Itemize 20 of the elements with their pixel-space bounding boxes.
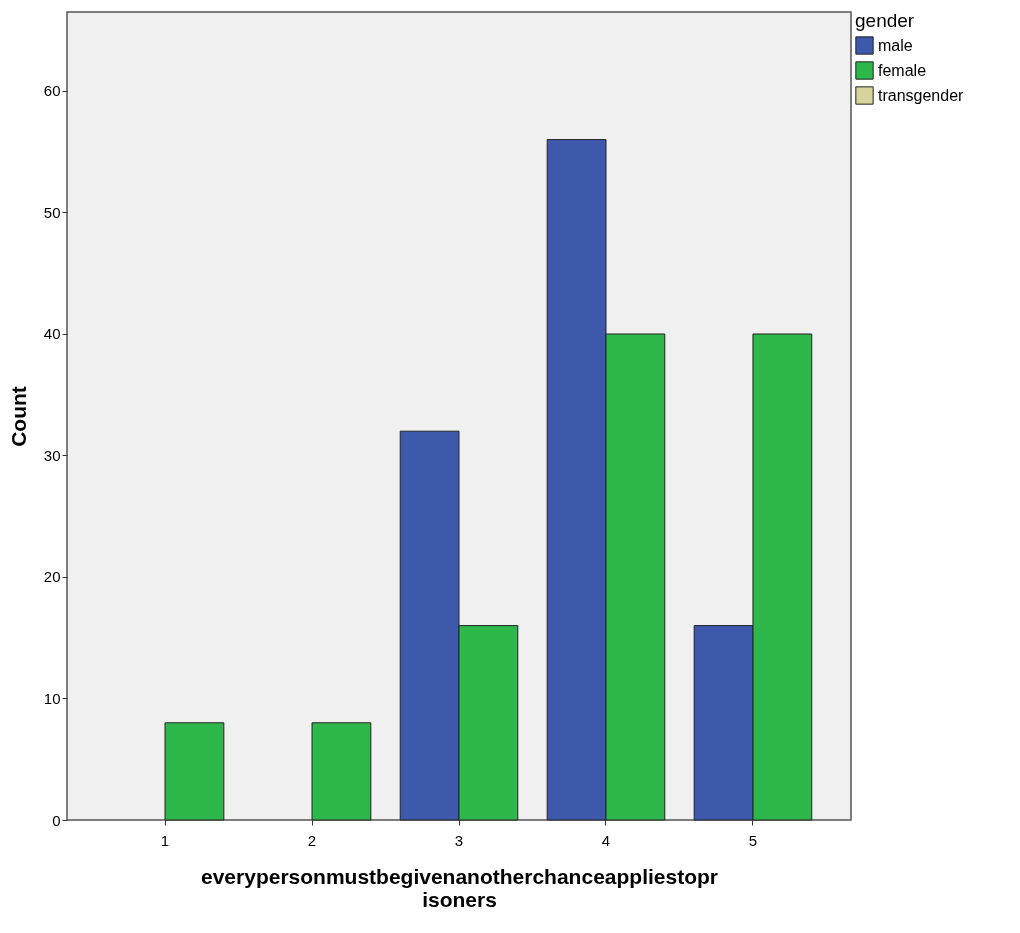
x-tick-label: 5 <box>748 831 758 849</box>
x-tick-label: 3 <box>454 831 464 849</box>
legend-title: gender <box>855 10 915 31</box>
y-tick-label: 0 <box>52 811 61 829</box>
x-axis-title: everypersonmustbegivenanotherchanceappliestoprisoners <box>201 864 718 911</box>
legend-label: female <box>878 61 927 79</box>
bar <box>311 722 372 821</box>
x-tick-label: 4 <box>601 831 611 849</box>
y-tick-label: 40 <box>43 325 61 343</box>
y-tick-label: 10 <box>43 690 61 707</box>
y-tick-label: 60 <box>43 82 61 100</box>
y-axis-title: Count <box>6 386 30 447</box>
x-tick-label: 2 <box>307 831 317 849</box>
y-tick-label: 30 <box>43 446 61 464</box>
legend-label: male <box>878 36 913 54</box>
legend-label: transgender <box>878 86 965 104</box>
x-tick-label: 1 <box>160 831 170 849</box>
bar <box>164 722 225 821</box>
y-tick-label: 50 <box>43 203 61 221</box>
y-tick-label: 20 <box>43 568 61 586</box>
